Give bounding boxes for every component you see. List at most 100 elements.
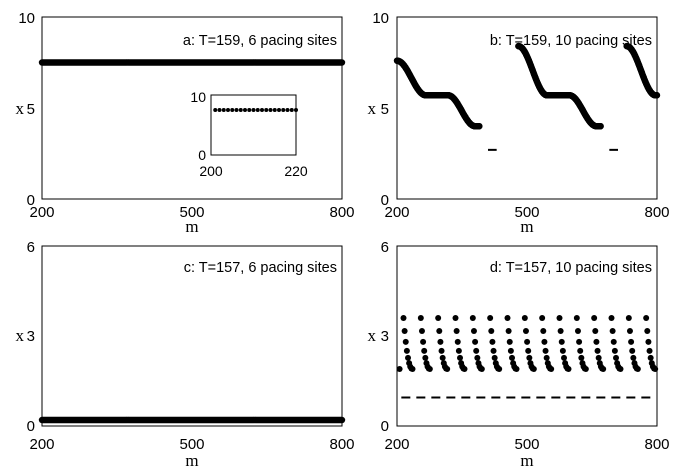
- data-point: [402, 338, 409, 345]
- data-point: [530, 366, 537, 372]
- panel-b-ytick-0: 0: [381, 192, 389, 209]
- data-point: [506, 338, 513, 345]
- inset-marks: [213, 108, 298, 112]
- data-point: [453, 327, 460, 334]
- panel-c-frame: [41, 245, 343, 427]
- data-point: [488, 327, 495, 334]
- panel-b-ytick-10: 10: [372, 10, 389, 27]
- panel-a-ylabel: x: [16, 99, 25, 118]
- inset-data-point: [217, 108, 222, 112]
- panel-c-xlabel: m: [185, 451, 198, 470]
- data-point: [435, 315, 442, 321]
- inset-data-point: [289, 108, 294, 112]
- data-point: [420, 338, 427, 345]
- panel-a-ytick-0: 0: [27, 192, 35, 209]
- panel-b-ylabel: x: [368, 99, 377, 118]
- data-point: [457, 354, 464, 361]
- data-point: [505, 327, 512, 334]
- data-point: [438, 347, 445, 354]
- inset-data-point: [230, 108, 235, 112]
- data-point: [469, 315, 476, 321]
- data-point: [573, 315, 580, 321]
- panel-a-ytick-10: 10: [18, 10, 35, 27]
- data-point: [556, 315, 563, 321]
- panel-b-xlabel: m: [520, 217, 533, 236]
- data-point: [540, 327, 547, 334]
- panel-b-ytick-5: 5: [381, 101, 389, 118]
- data-point: [489, 338, 496, 345]
- inset-data-point: [213, 108, 218, 112]
- data-point: [597, 123, 604, 130]
- panel-a-frame: [41, 16, 343, 200]
- data-point: [576, 338, 583, 345]
- data-point: [444, 366, 451, 372]
- data-point: [629, 347, 636, 354]
- inset-data-point: [251, 108, 256, 112]
- data-point: [558, 338, 565, 345]
- data-point: [594, 347, 601, 354]
- data-point: [521, 315, 528, 321]
- data-point: [478, 366, 485, 372]
- data-point: [473, 347, 480, 354]
- data-point: [625, 315, 632, 321]
- data-point: [559, 347, 566, 354]
- panel-d-frame: [396, 245, 658, 427]
- data-point: [338, 416, 346, 424]
- data-point: [643, 315, 650, 321]
- data-point: [507, 347, 514, 354]
- panel-d-xtick-200: 200: [384, 436, 409, 453]
- data-point: [490, 347, 497, 354]
- panel-c-ytick-0: 0: [27, 418, 35, 435]
- inset-data-point: [281, 108, 286, 112]
- data-point: [609, 327, 616, 334]
- data-point: [611, 347, 618, 354]
- inset-frame: [210, 94, 297, 156]
- data-point: [470, 327, 477, 334]
- data-point: [396, 366, 403, 372]
- inset-data-point: [243, 108, 247, 112]
- panel-d-title: d: T=157, 10 pacing sites: [490, 260, 652, 276]
- data-point: [548, 366, 555, 372]
- data-point: [409, 366, 416, 372]
- data-point: [513, 366, 520, 372]
- data-point: [561, 354, 568, 361]
- data-point: [526, 354, 533, 361]
- panel-c: c: T=157, 6 pacing sites 0 3 6 200 500 8…: [16, 239, 355, 470]
- data-point: [400, 315, 407, 321]
- data-point: [646, 347, 653, 354]
- panel-b-frame: [396, 16, 658, 200]
- panel-b-xtick-500: 500: [514, 204, 539, 221]
- data-point: [461, 366, 468, 372]
- inset-data-point: [260, 108, 264, 112]
- panel-d-ytick-6: 6: [381, 239, 389, 256]
- data-point: [525, 347, 532, 354]
- inset-ytick-0: 0: [198, 147, 206, 163]
- data-point: [509, 354, 516, 361]
- data-point: [652, 366, 659, 372]
- panel-a-title: a: T=159, 6 pacing sites: [183, 33, 337, 49]
- panel-d-xtick-800: 800: [644, 436, 669, 453]
- panel-b-title: b: T=159, 10 pacing sites: [490, 33, 652, 49]
- panel-a-xtick-500: 500: [179, 204, 204, 221]
- data-point: [436, 327, 443, 334]
- panel-a-inset: 10 0 200 220: [190, 89, 307, 179]
- inset-data-point: [238, 108, 243, 112]
- data-point: [578, 354, 585, 361]
- panel-c-marks: [38, 416, 346, 424]
- data-point: [522, 327, 529, 334]
- data-point: [600, 366, 607, 372]
- data-point: [472, 338, 479, 345]
- panel-d: d: T=157, 10 pacing sites 0 3 6 200 500 …: [368, 239, 670, 470]
- data-point: [653, 92, 661, 99]
- panel-b-xtick-800: 800: [644, 204, 669, 221]
- inset-data-point: [247, 108, 252, 112]
- data-point: [405, 354, 412, 361]
- data-point: [595, 354, 602, 361]
- data-point: [592, 327, 599, 334]
- panel-d-ytick-0: 0: [381, 418, 389, 435]
- data-point: [401, 327, 408, 334]
- data-point: [582, 366, 589, 372]
- inset-data-point: [255, 108, 260, 112]
- inset-data-point: [294, 108, 298, 112]
